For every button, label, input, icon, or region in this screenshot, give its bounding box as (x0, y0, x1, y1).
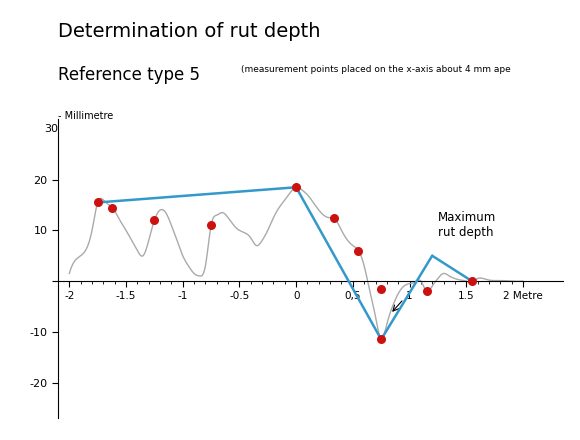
Text: - Millimetre: - Millimetre (58, 111, 113, 121)
Text: Determination of rut depth: Determination of rut depth (58, 22, 321, 41)
Text: (measurement points placed on the x-axis about 4 mm ape: (measurement points placed on the x-axis… (241, 65, 510, 74)
Text: Reference type 5: Reference type 5 (58, 66, 200, 84)
Text: Maximum
rut depth: Maximum rut depth (438, 211, 496, 239)
Text: 30: 30 (44, 124, 58, 134)
